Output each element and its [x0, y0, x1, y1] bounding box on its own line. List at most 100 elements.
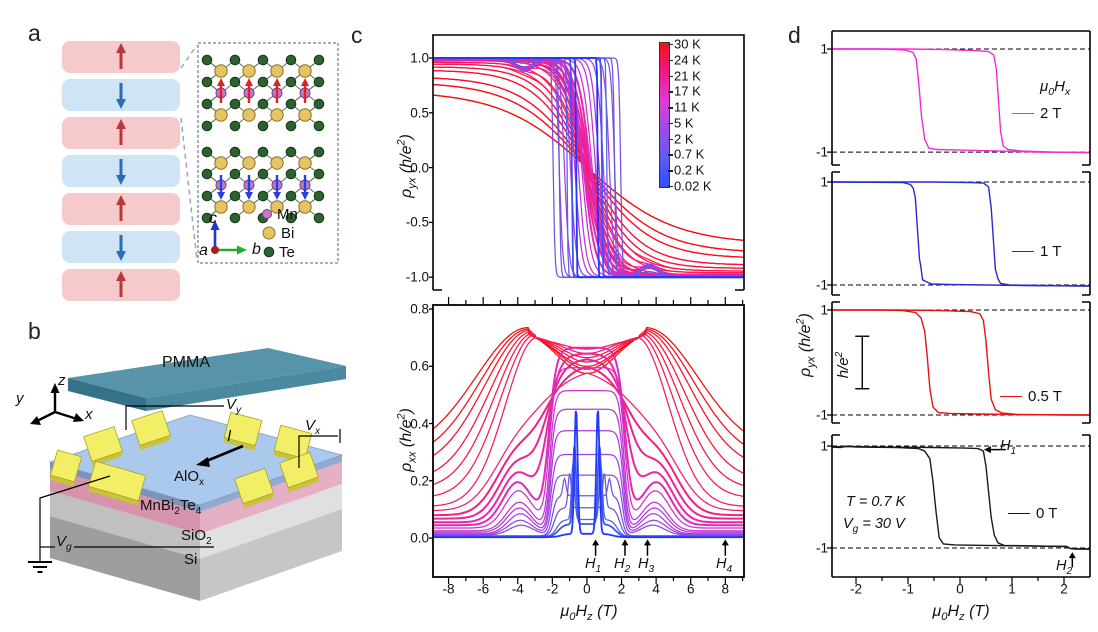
te-atom [285, 168, 297, 180]
te-atom [313, 54, 325, 66]
h-arrow-head [644, 539, 651, 546]
h3-annotation: H3 [638, 556, 655, 575]
colorbar-label: 24 K [674, 52, 701, 68]
axis-label-b: b [252, 241, 261, 258]
colorbar-label: 11 K [674, 99, 700, 115]
crystal-structure-inset [197, 42, 339, 264]
electrode-pad [223, 411, 263, 447]
y-tick-label: -1.0 [405, 269, 429, 285]
y-tick-label: -0.5 [405, 214, 429, 230]
mn-legend-dot [262, 209, 272, 219]
d-ylabel: ρyx (h/e2) [794, 313, 818, 377]
d-curves [832, 309, 1091, 416]
moment-arrow-head [245, 192, 253, 200]
te-atom [201, 212, 213, 224]
bi-atom [298, 156, 312, 170]
connector-line [180, 44, 198, 69]
d-legend-title: μ0Hx [1040, 78, 1071, 98]
te-atom [229, 98, 241, 110]
curve-rxx-1.5K [433, 453, 744, 536]
vx-wire [298, 435, 338, 468]
temperature-colorbar [659, 42, 670, 188]
panel-label-c: c [351, 22, 363, 48]
curve-rxx-24K [433, 328, 744, 445]
up-arrow-icon [116, 43, 126, 69]
legend-entry-2T: 2 T [1012, 105, 1061, 122]
afm-layer-down [62, 155, 180, 187]
te-atom [229, 76, 241, 88]
h2-arrow-head [1068, 552, 1076, 559]
moment-arrow-head [301, 192, 309, 200]
pmma-front [146, 366, 346, 411]
h1-annotation: H1 [585, 556, 602, 575]
bi-atom [242, 156, 256, 170]
a-axis-dot [211, 246, 219, 254]
electrode-pad [83, 426, 123, 462]
bi-legend-dot [262, 226, 276, 240]
te-atom [313, 190, 325, 202]
te-atom [285, 120, 297, 132]
b-axis-arrow-head [237, 245, 247, 255]
curve-rxx-2.5K [433, 408, 744, 533]
colorbar-tick [668, 44, 673, 46]
bi-atom [298, 64, 312, 78]
y-tick-label: 0.4 [410, 416, 429, 432]
bi-atom [270, 108, 284, 122]
x-tick-label: -2 [546, 581, 559, 597]
moment-arrow-head [273, 192, 281, 200]
electrode-side [224, 437, 256, 451]
curve-rxx-0.02K [433, 410, 744, 539]
d-curves [832, 181, 1091, 287]
curve-rxx-9K [433, 372, 744, 512]
colorbar-tick [668, 107, 673, 109]
curve-rxx-15K [433, 332, 744, 486]
x-tick-label: 0 [956, 581, 964, 597]
afm-layer-down [62, 79, 180, 111]
te-atom [201, 98, 213, 110]
te-atom [229, 54, 241, 66]
x-tick-label: 4 [652, 581, 660, 597]
bi-atom [298, 200, 312, 214]
curve-rxx-11K [433, 336, 744, 507]
colorbar-label: 0.7 K [674, 146, 705, 162]
d-xlabel: μ0Hz (T) [932, 602, 990, 624]
te-atom [257, 54, 269, 66]
bi-atom [270, 200, 284, 214]
y-tick-label: 1 [820, 41, 828, 57]
te-atom [201, 76, 213, 88]
y-tick-label: 0.6 [410, 358, 429, 374]
h4-annotation: H4 [716, 556, 733, 575]
y-tick-label: -1 [815, 407, 828, 423]
legend-label-mn: Mn [277, 206, 298, 223]
te-atom [313, 212, 325, 224]
legend-label-bi: Bi [281, 225, 295, 242]
y-tick-label: 1.0 [410, 50, 429, 66]
c-xlabel: μ0Hz (T) [560, 602, 618, 624]
legend-text-2T: 2 T [1040, 105, 1062, 122]
sio2-right-face [200, 484, 342, 559]
te-atom [201, 146, 213, 158]
down-arrow-icon [116, 159, 126, 185]
x-axis-arrow-head [73, 413, 84, 422]
te-legend-dot [263, 246, 275, 258]
te-atom [229, 212, 241, 224]
legend-text-0p5T: 0.5 T [1028, 388, 1062, 405]
bi-atom [242, 108, 256, 122]
electrode-side [288, 477, 319, 493]
colorbar-label: 21 K [674, 68, 701, 84]
d-h1-annotation: H1 [1000, 438, 1017, 457]
te-atom [257, 190, 269, 202]
legend-entry-0p5T: 0.5 T [1000, 388, 1062, 405]
legend-text-1T: 1 T [1040, 243, 1062, 260]
y-tick-label: -1 [815, 277, 828, 293]
down-arrow-icon [116, 83, 126, 109]
x-tick-label: -4 [511, 581, 524, 597]
afm-layer-down [62, 231, 180, 263]
te-atom [313, 98, 325, 110]
curve-0T-up [832, 445, 1090, 550]
d-curves [832, 48, 1091, 154]
y-tick-label: 0.5 [410, 105, 429, 121]
curve-rxx-2K [433, 430, 744, 535]
legend-entry-1T: 1 T [1012, 243, 1061, 260]
